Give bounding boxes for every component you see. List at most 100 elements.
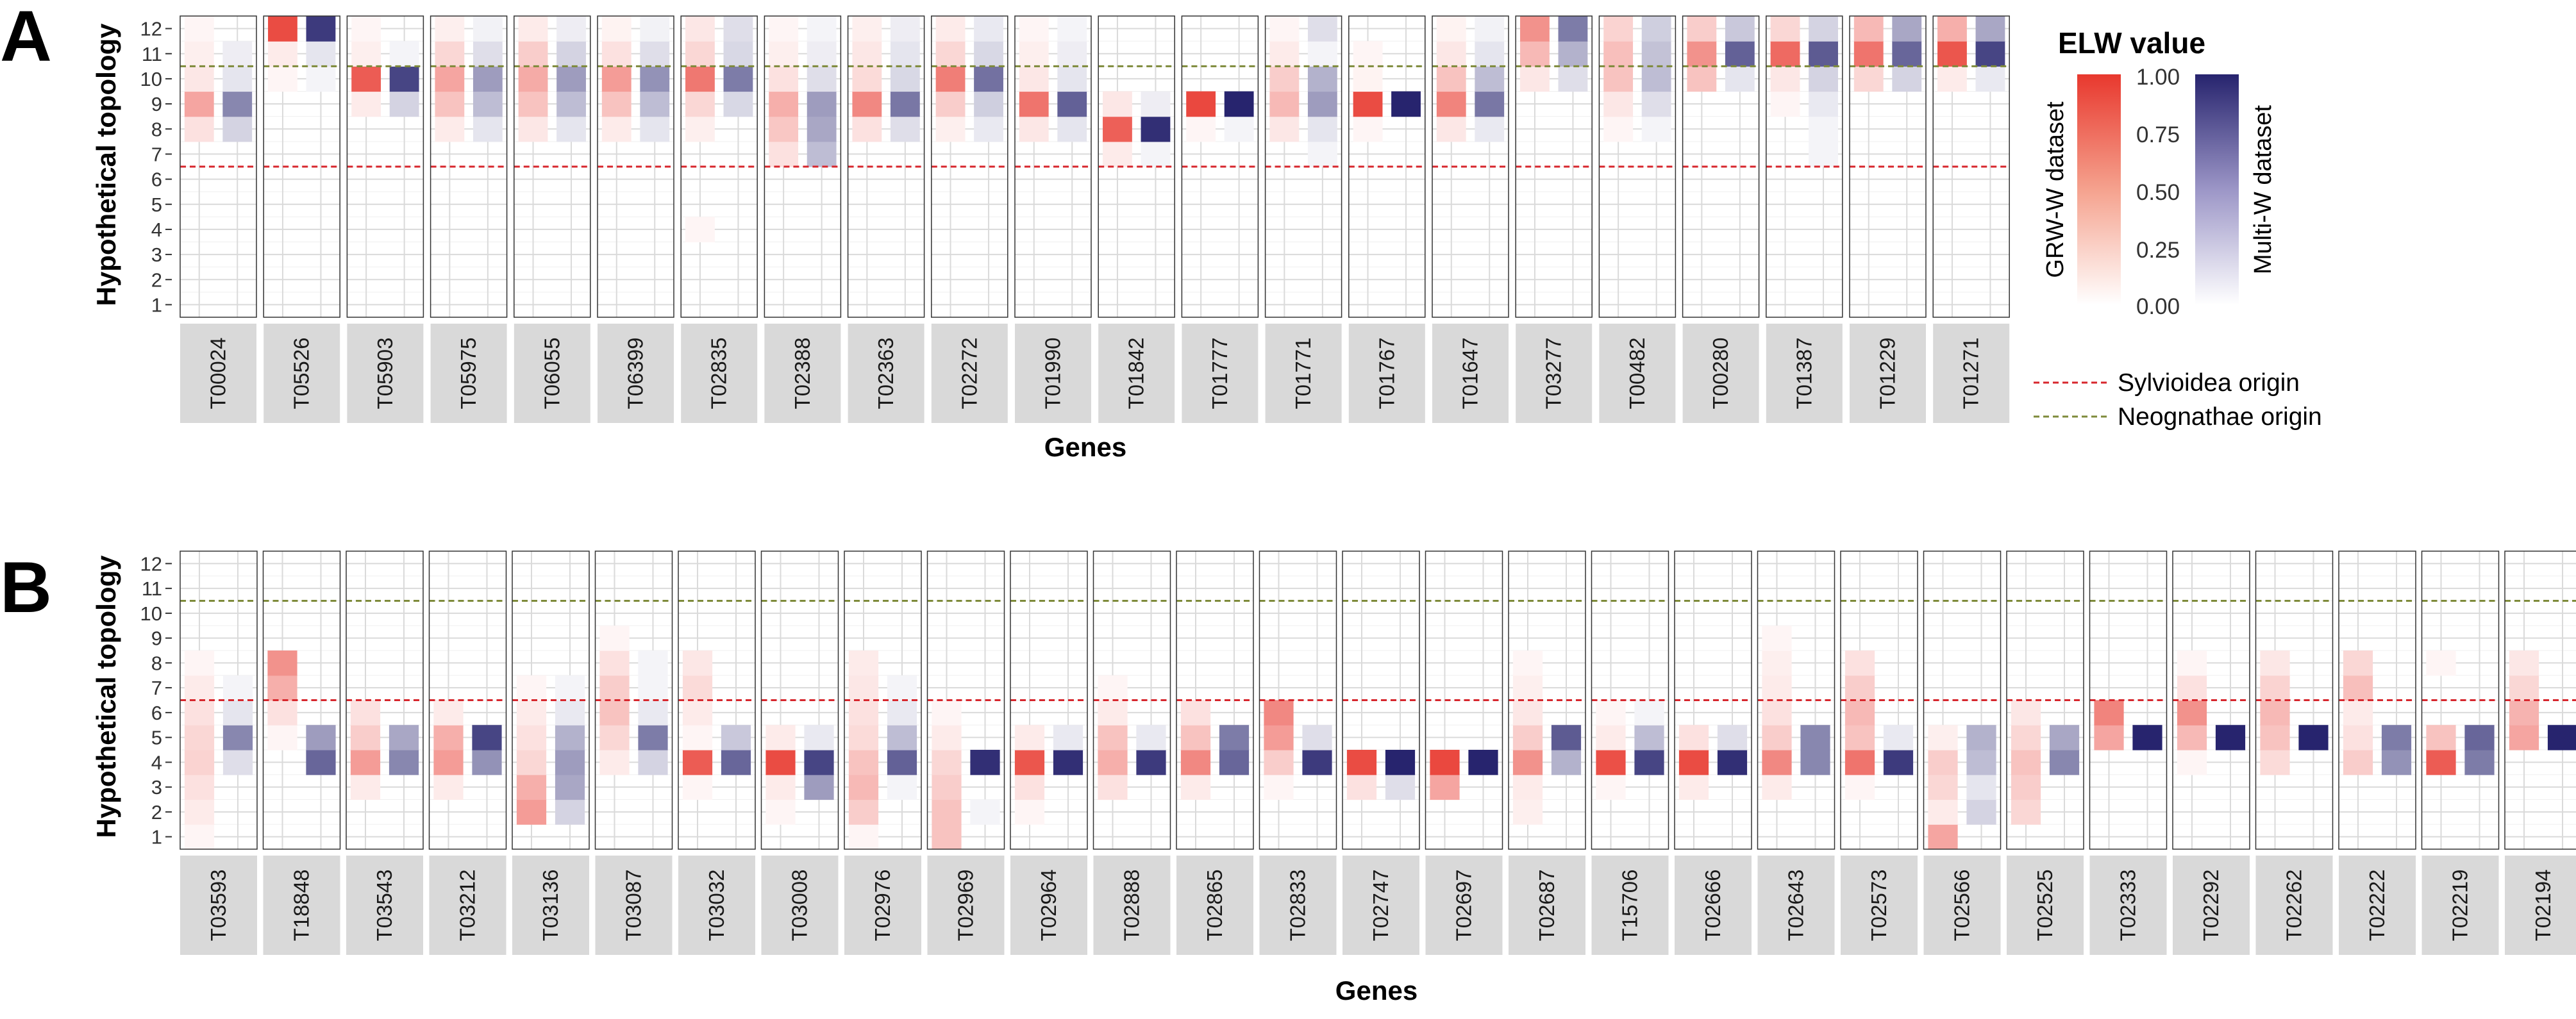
gene-facet: T03008	[760, 551, 839, 955]
heat-tile	[974, 41, 1003, 67]
heat-tile	[267, 650, 297, 676]
heat-tile	[1307, 91, 1337, 117]
facet-border	[514, 15, 591, 318]
heat-tile	[2049, 750, 2080, 775]
gene-facet: T03087	[594, 551, 673, 955]
heat-tile	[473, 91, 503, 117]
heat-tile	[1307, 141, 1337, 167]
gene-strip	[1265, 324, 1342, 423]
gene-facet: T05903	[346, 15, 424, 423]
gene-facet: T01767	[1348, 15, 1426, 423]
heat-tile	[350, 700, 381, 725]
heat-tile	[473, 41, 503, 67]
heat-tile	[222, 91, 253, 117]
heat-tile	[769, 91, 799, 117]
gene-strip	[678, 856, 755, 955]
heat-tile	[638, 675, 668, 701]
heat-tile	[389, 66, 419, 92]
heat-tile	[1762, 725, 1792, 750]
y-tick-label: 4	[151, 751, 162, 774]
heat-tile	[267, 675, 297, 701]
facet-border	[1098, 15, 1175, 318]
heat-tile	[685, 217, 715, 243]
heat-tile	[640, 116, 670, 142]
heat-tile	[1844, 725, 1875, 750]
heat-tile	[1596, 774, 1626, 800]
gene-strip	[1010, 856, 1087, 955]
heat-tile	[1603, 41, 1634, 67]
heat-tile	[1717, 725, 1748, 750]
heat-tile	[848, 750, 879, 775]
y-tick-label: 9	[151, 93, 162, 115]
heat-tile	[1603, 16, 1634, 42]
heat-tile	[1512, 725, 1543, 750]
heat-tile	[1551, 750, 1582, 775]
gene-strip	[430, 324, 507, 423]
heat-tile	[682, 774, 713, 800]
gene-strip	[346, 856, 423, 955]
facet-border	[1014, 15, 1092, 318]
gene-strip	[180, 324, 256, 423]
heat-tile	[2177, 700, 2207, 725]
heat-tile	[1057, 116, 1087, 142]
heat-tile	[306, 66, 336, 92]
heat-tile	[184, 116, 214, 142]
gene-label: T05526	[290, 338, 314, 410]
heat-tile	[222, 725, 253, 750]
heat-tile	[1512, 774, 1543, 800]
heat-tile	[1687, 16, 1717, 42]
legend-sylvioidea-label: Sylvioidea origin	[2118, 369, 2300, 397]
heat-tile	[222, 675, 253, 701]
facet-border	[1682, 15, 1760, 318]
heat-tile	[2260, 675, 2290, 701]
heat-tile	[1634, 725, 1664, 750]
gene-label: T02865	[1203, 870, 1226, 941]
facet-border	[1342, 551, 1420, 850]
y-tick-label: 8	[151, 652, 162, 674]
heat-tile	[852, 16, 882, 42]
heat-tile	[2260, 700, 2290, 725]
heat-tile	[852, 91, 882, 117]
heat-tile	[804, 774, 834, 800]
heat-tile	[1551, 725, 1582, 750]
heat-tile	[1928, 799, 1958, 825]
heat-tile	[1269, 116, 1300, 142]
heat-tile	[1966, 750, 1996, 775]
heat-tile	[1180, 774, 1211, 800]
heat-tile	[769, 16, 799, 42]
heat-tile	[2343, 725, 2373, 750]
facet-border	[1515, 15, 1593, 318]
gene-facet: T06399	[597, 15, 674, 423]
facet-border	[1766, 15, 1843, 318]
heat-tile	[640, 91, 670, 117]
facet-border	[346, 551, 424, 850]
y-tick-label: 8	[151, 118, 162, 140]
heat-tile	[184, 16, 214, 42]
gene-strip	[2339, 856, 2416, 955]
heat-tile	[556, 16, 586, 42]
heat-tile	[556, 91, 586, 117]
facet-border	[1508, 551, 1586, 850]
heat-tile	[599, 725, 630, 750]
heat-tile	[1014, 725, 1045, 750]
heat-tile	[555, 725, 585, 750]
heat-tile	[1053, 750, 1083, 775]
gene-strip	[927, 856, 1005, 955]
heat-tile	[2509, 725, 2539, 750]
gene-strip	[2255, 856, 2333, 955]
gene-label: T02573	[1867, 870, 1891, 941]
heat-tile	[765, 750, 796, 775]
heat-tile	[685, 91, 715, 117]
heat-tile	[1596, 750, 1626, 775]
heat-tile	[1019, 66, 1049, 92]
heat-tile	[765, 774, 796, 800]
heat-tile	[184, 650, 215, 676]
facet-border	[2089, 551, 2168, 850]
gene-facet: T02643	[1757, 551, 1836, 955]
heat-tile	[1844, 675, 1875, 701]
heat-tile	[1512, 750, 1543, 775]
heat-tile	[351, 66, 381, 92]
facet-border	[428, 551, 507, 850]
